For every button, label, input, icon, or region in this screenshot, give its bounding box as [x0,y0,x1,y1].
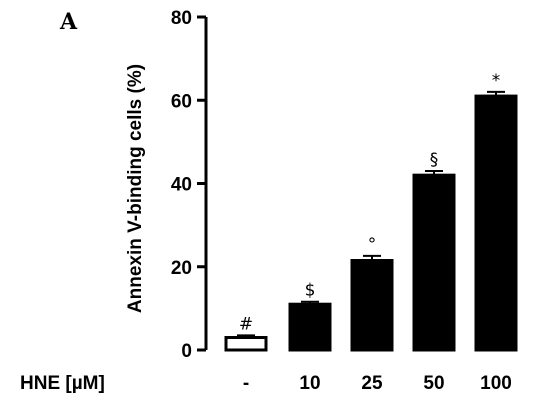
y-tick-label: 40 [171,175,192,196]
panel-label: A [59,9,78,35]
bar-0 [224,336,268,352]
significance-marker: # [239,314,253,334]
x-category-label: - [243,373,249,394]
y-tick-label: 20 [171,258,192,279]
x-axis-label: HNE [µM] [20,373,105,394]
y-axis-label: Annexin V-binding cells (%) [125,64,146,313]
bar-3 [412,173,456,352]
y-tick-label: 0 [181,341,192,362]
x-category-label: 50 [423,373,444,394]
y-tick-label: 80 [171,8,192,29]
x-category-label: 25 [361,373,383,394]
significance-marker: § [430,150,439,170]
bars: # $ ° § * [224,71,518,352]
bar-2 [350,259,394,352]
significance-marker: * [492,71,501,91]
y-axis: 0 20 40 60 80 [171,8,208,362]
x-category-label: 10 [299,373,320,394]
y-tick-label: 60 [171,91,192,112]
significance-marker: $ [305,281,316,301]
bar-4 [474,94,518,352]
x-category-label: 100 [480,373,512,394]
x-axis-categories: - 10 25 50 100 [243,373,512,394]
bar-1 [288,302,332,352]
significance-marker: ° [368,235,377,255]
